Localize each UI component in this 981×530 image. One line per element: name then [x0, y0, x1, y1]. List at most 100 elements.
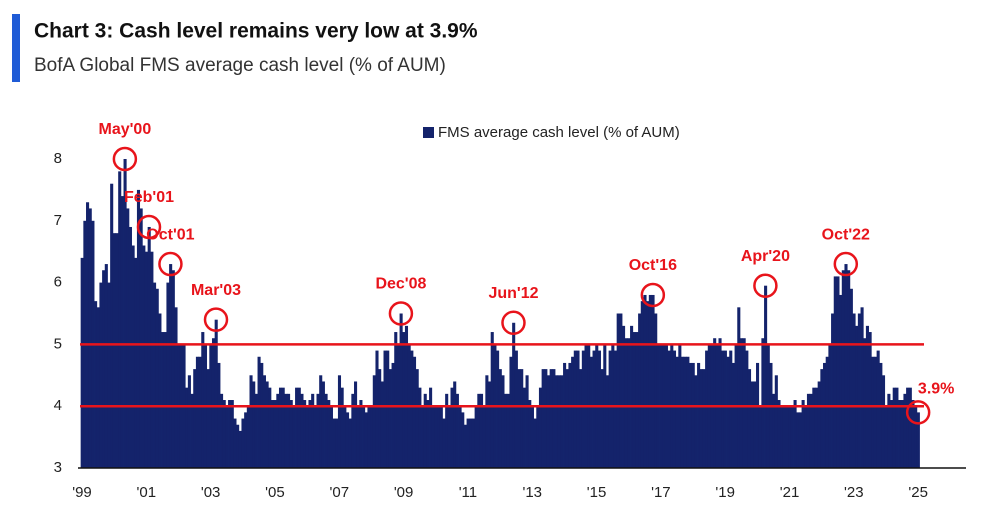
bar — [128, 226, 132, 468]
bar — [549, 369, 553, 468]
bar — [565, 369, 569, 468]
x-tick-label: '15 — [587, 484, 607, 501]
bar — [619, 313, 623, 468]
bar — [276, 393, 280, 468]
bar — [96, 307, 100, 468]
bar — [555, 375, 559, 468]
bar — [868, 332, 872, 468]
bar — [289, 400, 293, 468]
bar — [769, 362, 773, 468]
bar — [914, 406, 918, 468]
x-tick-label: '99 — [72, 484, 92, 501]
bar — [737, 307, 741, 468]
bar — [166, 282, 170, 468]
bar — [772, 393, 776, 468]
bar — [571, 356, 575, 468]
bar — [257, 356, 261, 468]
bar — [174, 307, 178, 468]
bar — [455, 393, 459, 468]
bar — [560, 375, 564, 468]
bar — [718, 338, 722, 468]
bar — [517, 369, 521, 468]
x-tick-label: '17 — [651, 484, 671, 501]
bar — [906, 387, 910, 468]
bar — [857, 313, 861, 468]
bar — [699, 369, 703, 468]
bar — [756, 362, 760, 468]
bar — [364, 412, 368, 468]
bar — [340, 387, 344, 468]
bar — [431, 406, 435, 468]
bar — [812, 387, 816, 468]
bar — [884, 406, 888, 468]
bar — [471, 418, 476, 468]
x-tick-label: '23 — [844, 484, 864, 501]
bar — [522, 387, 526, 468]
bar — [437, 406, 441, 468]
bar — [112, 233, 116, 468]
bar — [753, 381, 757, 468]
bar — [220, 393, 224, 468]
bar — [445, 393, 449, 468]
bar — [530, 406, 534, 468]
bar — [721, 350, 725, 468]
bar — [501, 375, 505, 468]
bar — [863, 338, 867, 468]
bar — [327, 400, 331, 468]
bar — [86, 202, 90, 468]
bar — [482, 406, 486, 468]
bar — [563, 362, 567, 468]
title-accent — [12, 14, 20, 82]
y-tick-label: 5 — [54, 335, 62, 352]
bar — [865, 325, 869, 468]
bar — [273, 400, 277, 468]
bar — [504, 393, 508, 468]
bar — [613, 350, 618, 468]
bar — [841, 270, 845, 468]
bar — [731, 362, 735, 468]
bar — [265, 381, 269, 468]
bar — [576, 350, 580, 468]
bar — [726, 356, 730, 468]
y-tick-label: 6 — [54, 274, 62, 291]
bar — [592, 350, 596, 468]
bar — [402, 332, 406, 468]
bar — [890, 400, 894, 468]
bar — [321, 381, 325, 468]
bar — [187, 375, 191, 468]
bar — [774, 375, 778, 468]
bar — [538, 387, 543, 468]
bar — [244, 412, 248, 468]
bar — [871, 356, 875, 468]
legend-label: FMS average cash level (% of AUM) — [438, 124, 680, 141]
bar — [337, 375, 342, 468]
y-tick-label: 4 — [54, 397, 62, 414]
bar — [908, 387, 912, 468]
annotation-label: May'00 — [99, 121, 152, 138]
bar — [777, 400, 781, 468]
bar — [536, 406, 540, 468]
bar — [648, 294, 652, 468]
bar — [394, 332, 398, 468]
bar — [793, 400, 797, 468]
bar — [171, 270, 175, 468]
y-tick-label: 3 — [54, 459, 62, 476]
annotation-circle — [640, 282, 666, 308]
bar — [852, 313, 856, 468]
annotation-label: Oct'22 — [822, 226, 870, 243]
bar — [412, 356, 417, 468]
chart-title: Chart 3: Cash level remains very low at … — [34, 20, 478, 43]
bar — [627, 338, 631, 468]
bar — [579, 369, 583, 468]
bar — [144, 251, 149, 468]
x-tick-label: '13 — [522, 484, 542, 501]
bar — [729, 350, 733, 468]
bar — [509, 356, 513, 468]
annotation-circle — [501, 310, 526, 336]
bar — [672, 350, 677, 468]
bar — [630, 325, 634, 468]
bar — [616, 313, 620, 468]
bar — [723, 350, 727, 468]
bar — [193, 369, 197, 468]
